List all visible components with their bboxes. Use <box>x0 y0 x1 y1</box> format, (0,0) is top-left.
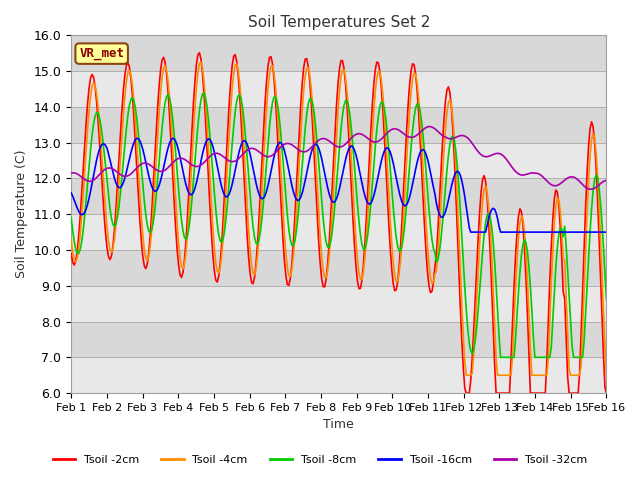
Tsoil -16cm <box>169 135 177 141</box>
Y-axis label: Soil Temperature (C): Soil Temperature (C) <box>15 150 28 278</box>
Line: Tsoil -4cm: Tsoil -4cm <box>71 62 607 375</box>
Tsoil -8cm <box>200 90 208 96</box>
Tsoil -2cm <box>303 56 310 61</box>
Tsoil -8cm <box>497 354 504 360</box>
Tsoil -4cm <box>463 372 470 378</box>
Tsoil -4cm <box>228 85 236 91</box>
Line: Tsoil -2cm: Tsoil -2cm <box>71 53 607 393</box>
Bar <box>71 143 607 179</box>
Tsoil -2cm <box>67 251 75 256</box>
Tsoil -8cm <box>67 215 75 221</box>
Tsoil -16cm <box>246 151 254 157</box>
Tsoil -16cm <box>255 192 263 197</box>
Line: Tsoil -32cm: Tsoil -32cm <box>71 127 607 189</box>
Bar <box>71 322 607 357</box>
Tsoil -4cm <box>197 59 205 65</box>
Tsoil -8cm <box>246 192 254 198</box>
Tsoil -16cm <box>467 229 475 235</box>
Bar <box>71 357 607 393</box>
Tsoil -2cm <box>246 270 254 276</box>
Tsoil -16cm <box>67 190 75 196</box>
Tsoil -4cm <box>246 247 254 253</box>
Tsoil -8cm <box>303 111 310 117</box>
Tsoil -2cm <box>576 371 584 376</box>
Tsoil -32cm <box>603 178 611 183</box>
Bar <box>71 36 607 71</box>
Tsoil -4cm <box>576 372 584 378</box>
X-axis label: Time: Time <box>323 419 354 432</box>
Tsoil -2cm <box>603 390 611 396</box>
Tsoil -4cm <box>303 65 310 71</box>
Tsoil -16cm <box>576 229 584 235</box>
Tsoil -8cm <box>255 237 263 243</box>
Tsoil -4cm <box>603 372 611 378</box>
Bar <box>71 250 607 286</box>
Tsoil -32cm <box>425 124 433 130</box>
Bar <box>71 286 607 322</box>
Tsoil -32cm <box>133 165 141 171</box>
Line: Tsoil -8cm: Tsoil -8cm <box>71 93 607 357</box>
Tsoil -4cm <box>133 140 141 145</box>
Tsoil -16cm <box>603 229 611 235</box>
Tsoil -32cm <box>227 158 234 164</box>
Tsoil -2cm <box>228 62 236 68</box>
Tsoil -8cm <box>576 354 584 360</box>
Title: Soil Temperatures Set 2: Soil Temperatures Set 2 <box>248 15 430 30</box>
Tsoil -16cm <box>133 135 141 141</box>
Line: Tsoil -16cm: Tsoil -16cm <box>71 138 607 232</box>
Tsoil -32cm <box>301 149 309 155</box>
Tsoil -8cm <box>133 115 141 121</box>
Tsoil -2cm <box>463 390 470 396</box>
Tsoil -32cm <box>253 148 261 154</box>
Tsoil -8cm <box>228 141 236 147</box>
Tsoil -32cm <box>586 186 594 192</box>
Text: VR_met: VR_met <box>79 47 124 60</box>
Tsoil -32cm <box>67 170 75 176</box>
Tsoil -32cm <box>574 177 582 183</box>
Tsoil -8cm <box>603 297 611 302</box>
Tsoil -4cm <box>67 236 75 242</box>
Tsoil -32cm <box>244 146 252 152</box>
Bar <box>71 179 607 214</box>
Tsoil -16cm <box>228 181 236 187</box>
Tsoil -2cm <box>196 50 204 56</box>
Tsoil -2cm <box>133 164 141 170</box>
Tsoil -4cm <box>255 234 263 240</box>
Tsoil -16cm <box>303 170 310 176</box>
Bar <box>71 107 607 143</box>
Tsoil -2cm <box>255 215 263 221</box>
Bar <box>71 214 607 250</box>
Legend: Tsoil -2cm, Tsoil -4cm, Tsoil -8cm, Tsoil -16cm, Tsoil -32cm: Tsoil -2cm, Tsoil -4cm, Tsoil -8cm, Tsoi… <box>48 451 592 469</box>
Bar <box>71 71 607 107</box>
